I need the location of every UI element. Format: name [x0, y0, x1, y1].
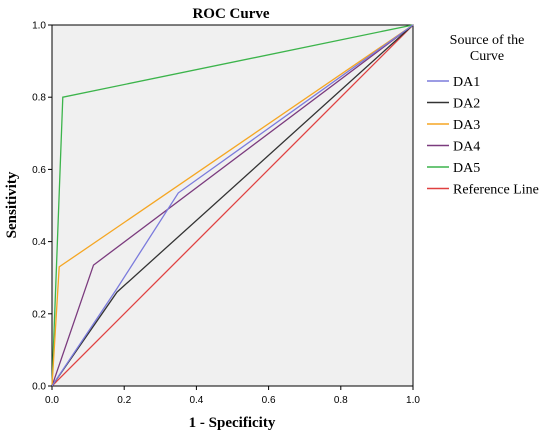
y-tick-label: 0.2	[32, 309, 46, 320]
legend-label-reference-line: Reference Line	[453, 183, 539, 198]
legend: Source of the Curve DA1 DA2 DA3 DA4 DA5 Refer…	[427, 33, 539, 198]
x-tick-label: 0.6	[262, 395, 276, 406]
y-tick-label: 0.4	[32, 237, 46, 248]
series-line-da5	[51, 24, 414, 387]
legend-title-line-2: Curve	[470, 49, 504, 64]
y-tick-label: 0.8	[32, 93, 46, 104]
x-axis-label: 1 - Specificity	[189, 415, 276, 431]
series-line-reference-line	[51, 24, 414, 387]
legend-title-line-1: Source of the	[450, 33, 525, 48]
x-tick-label: 0.8	[334, 395, 348, 406]
y-axis-label: Sensitivity	[4, 171, 20, 238]
legend-label-da2: DA2	[453, 97, 480, 112]
chart-title: ROC Curve	[192, 6, 269, 22]
x-tick-label: 0.2	[117, 395, 131, 406]
legend-label-da1: DA1	[453, 75, 480, 90]
x-axis-ticks: 0.0 0.2 0.4 0.6 0.8 1.0	[45, 386, 420, 406]
legend-label-da3: DA3	[453, 118, 480, 133]
series-line-da3	[51, 24, 414, 387]
series-line-da2	[51, 24, 414, 387]
legend-label-da5: DA5	[453, 161, 480, 176]
y-tick-label: 1.0	[32, 21, 46, 32]
series-line-da4	[51, 24, 414, 387]
x-tick-label: 0.0	[45, 395, 59, 406]
x-tick-label: 1.0	[406, 395, 420, 406]
legend-label-da4: DA4	[453, 140, 480, 155]
series-line-da1	[51, 24, 414, 387]
series-layer	[51, 24, 414, 387]
y-axis-ticks: 0.0 0.2 0.4 0.6 0.8 1.0	[32, 21, 52, 393]
y-tick-label: 0.6	[32, 165, 46, 176]
x-tick-label: 0.4	[189, 395, 203, 406]
y-tick-label: 0.0	[32, 382, 46, 393]
